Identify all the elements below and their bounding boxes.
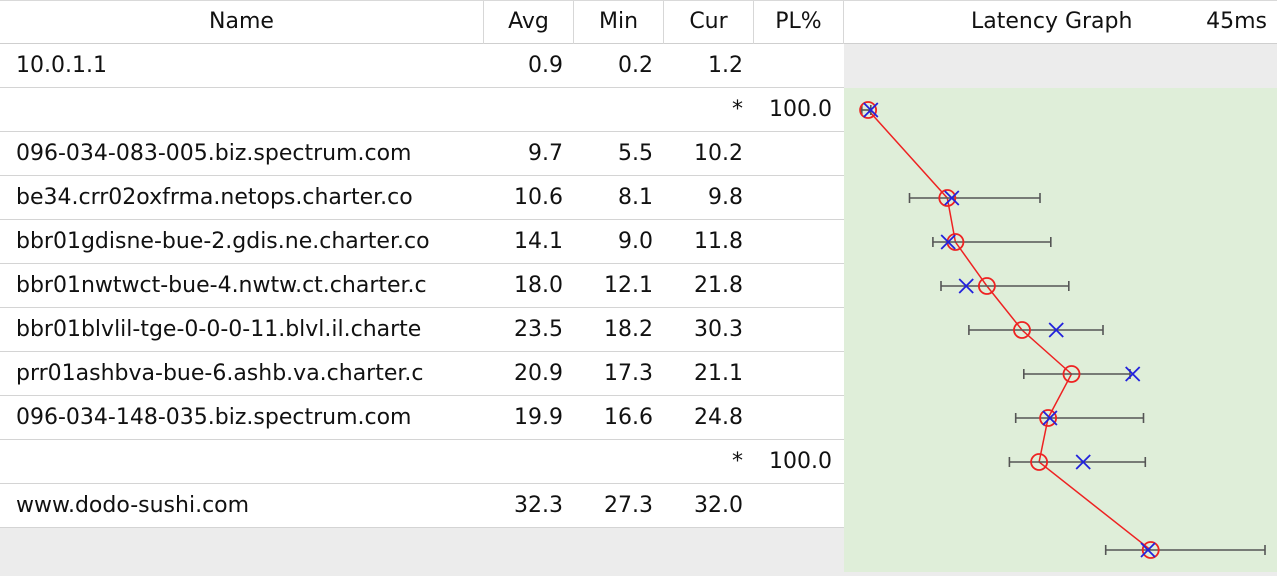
hop-cur: 24.8 [694, 405, 743, 430]
hop-cur: * [732, 449, 743, 474]
hop-name: 096-034-083-005.biz.spectrum.com [16, 141, 412, 166]
hop-cur: 30.3 [694, 317, 743, 342]
hop-packet-loss [754, 176, 832, 219]
hop-cur: 21.8 [694, 273, 743, 298]
hop-min: 16.6 [604, 405, 653, 430]
hop-cur: 11.8 [694, 229, 743, 254]
hop-packet-loss [754, 308, 832, 351]
table-row[interactable]: bbr01gdisne-bue-2.gdis.ne.charter.co 14.1… [0, 220, 844, 264]
hop-packet-loss [754, 396, 832, 439]
hop-min: 27.3 [604, 493, 653, 518]
hop-avg: 18.0 [514, 273, 563, 298]
avg-latency-marker [1013, 321, 1031, 339]
column-header-min[interactable]: Min [574, 1, 664, 44]
current-latency-marker [958, 278, 974, 294]
table-row[interactable]: www.dodo-sushi.com 32.3 27.3 32.0 [0, 484, 844, 528]
latency-graph-scale: 45ms [1206, 9, 1267, 34]
hop-min [574, 88, 653, 131]
hop-min: 8.1 [618, 185, 653, 210]
latency-graph [844, 88, 1277, 572]
column-header-cur[interactable]: Cur [664, 1, 754, 44]
table-row[interactable]: 10.0.1.1 0.9 0.2 1.2 [0, 44, 844, 88]
table-row[interactable]: bbr01blvlil-tge-0-0-0-11.blvl.il.charte 2… [0, 308, 844, 352]
hop-min [574, 440, 653, 483]
hop-name: bbr01nwtwct-bue-4.nwtw.ct.charter.c [16, 273, 427, 298]
hop-avg: 20.9 [514, 361, 563, 386]
latency-graph-title: Latency Graph [971, 9, 1133, 34]
hop-avg: 32.3 [514, 493, 563, 518]
hop-cur: 32.0 [694, 493, 743, 518]
column-header-name[interactable]: Name [0, 1, 484, 44]
current-latency-marker [940, 234, 956, 250]
hop-avg: 9.7 [528, 141, 563, 166]
current-latency-marker [1075, 454, 1091, 470]
column-header-packet-loss[interactable]: PL% [754, 1, 844, 44]
hop-avg: 19.9 [514, 405, 563, 430]
hop-packet-loss [754, 44, 832, 87]
hop-packet-loss [754, 264, 832, 307]
hop-cur: 10.2 [694, 141, 743, 166]
table-row[interactable]: 096-034-083-005.biz.spectrum.com 9.7 5.5 10… [0, 132, 844, 176]
avg-latency-marker [977, 277, 996, 295]
hop-name [16, 88, 478, 131]
hop-name: bbr01blvlil-tge-0-0-0-11.blvl.il.charte [16, 317, 422, 342]
hop-avg: 14.1 [514, 229, 563, 254]
table-row[interactable]: 096-034-148-035.biz.spectrum.com 19.9 16.6… [0, 396, 844, 440]
hop-packet-loss [754, 220, 832, 263]
table-row[interactable]: prr01ashbva-bue-6.ashb.va.charter.c 20.9 1… [0, 352, 844, 396]
hop-table: 10.0.1.1 0.9 0.2 1.2 * 100.0 096-034-083-005.b… [0, 44, 1277, 572]
hop-avg: 0.9 [528, 53, 563, 78]
current-latency-marker [1048, 322, 1064, 338]
current-latency-marker [1125, 366, 1141, 382]
hop-avg: 10.6 [514, 185, 563, 210]
hop-name: 10.0.1.1 [16, 53, 107, 78]
hop-avg: 23.5 [514, 317, 563, 342]
hop-cur: * [732, 97, 743, 122]
table-header: Name Avg Min Cur PL% Latency Graph 45ms [0, 0, 1277, 44]
hop-name: be34.crr02oxfrma.netops.charter.co [16, 185, 413, 210]
hop-cur: 21.1 [694, 361, 743, 386]
hop-min: 18.2 [604, 317, 653, 342]
latency-graph-plot [859, 101, 1266, 559]
hop-packet-loss: 100.0 [769, 97, 832, 122]
current-latency-marker [1042, 410, 1058, 426]
hop-min: 5.5 [618, 141, 653, 166]
avg-latency-marker [938, 189, 957, 207]
hop-packet-loss: 100.0 [769, 449, 832, 474]
table-row[interactable]: * 100.0 [0, 88, 844, 132]
table-row[interactable]: bbr01nwtwct-bue-4.nwtw.ct.charter.c 18.0 1… [0, 264, 844, 308]
hop-min: 17.3 [604, 361, 653, 386]
hop-packet-loss [754, 132, 832, 175]
avg-latency-marker [1030, 453, 1049, 471]
hop-cur: 9.8 [708, 185, 743, 210]
hop-packet-loss [754, 352, 832, 395]
current-latency-marker [863, 102, 879, 118]
hop-avg [484, 88, 563, 131]
hop-avg [484, 440, 563, 483]
hop-cur: 1.2 [708, 53, 743, 78]
hop-name: prr01ashbva-bue-6.ashb.va.charter.c [16, 361, 424, 386]
table-row[interactable]: be34.crr02oxfrma.netops.charter.co 10.6 8.… [0, 176, 844, 220]
hop-name [16, 440, 478, 483]
hop-name: www.dodo-sushi.com [16, 493, 250, 518]
table-row[interactable]: * 100.0 [0, 440, 844, 484]
column-header-latency-graph[interactable]: Latency Graph 45ms [844, 1, 1277, 44]
hop-packet-loss [754, 484, 832, 527]
avg-latency-marker [1062, 365, 1081, 383]
current-latency-marker [944, 190, 960, 206]
column-header-avg[interactable]: Avg [484, 1, 574, 44]
avg-latency-marker [1039, 409, 1058, 427]
hop-name: bbr01gdisne-bue-2.gdis.ne.charter.co [16, 229, 430, 254]
hop-min: 12.1 [604, 273, 653, 298]
avg-latency-marker [859, 101, 878, 119]
hop-min: 0.2 [618, 53, 653, 78]
hop-min: 9.0 [618, 229, 653, 254]
hop-name: 096-034-148-035.biz.spectrum.com [16, 405, 412, 430]
